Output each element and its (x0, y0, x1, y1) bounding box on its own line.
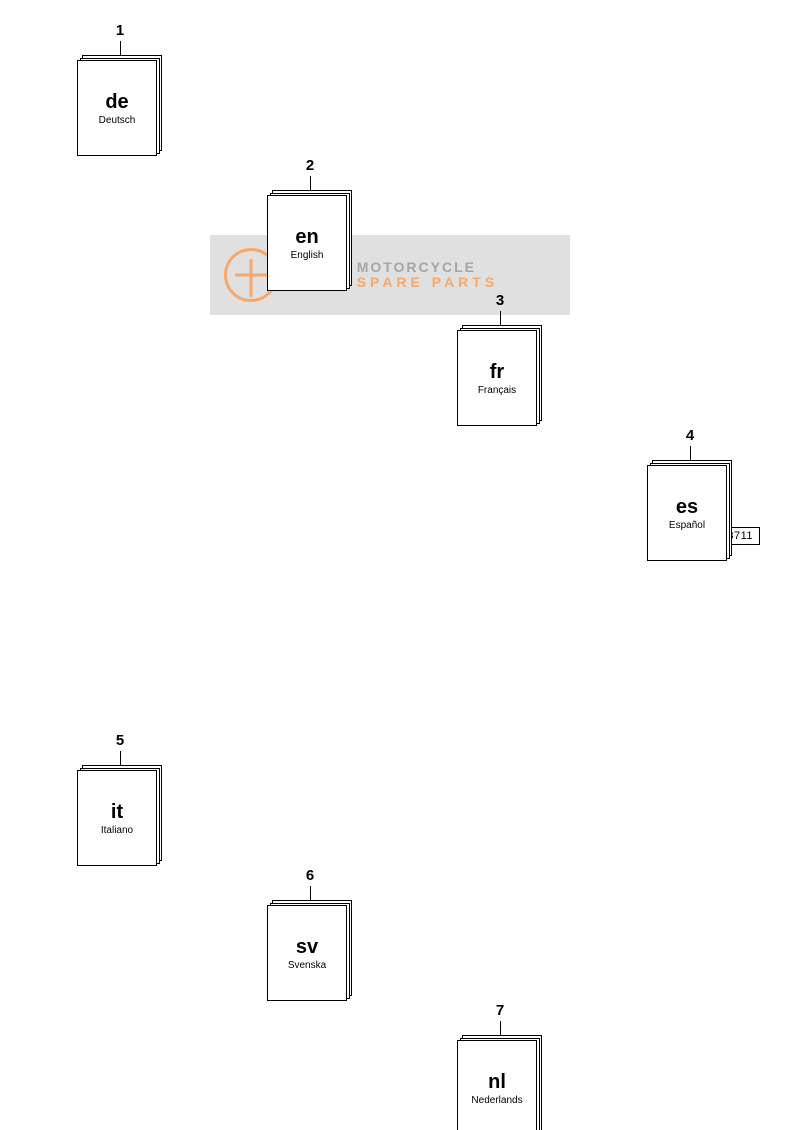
item-number: 4 (630, 427, 750, 444)
language-name: Italiano (101, 825, 133, 836)
book-front: es Español (647, 465, 727, 561)
language-code: es (676, 496, 698, 518)
book-icon: de Deutsch (77, 55, 163, 157)
item-number: 3 (440, 292, 560, 309)
leader-line (500, 311, 501, 325)
book-icon: sv Svenska (267, 900, 353, 1002)
book-icon: es Español (647, 460, 733, 562)
leader-line (120, 41, 121, 55)
item-number: 6 (250, 867, 370, 884)
leader-line (310, 886, 311, 900)
book-front: en English (267, 195, 347, 291)
language-code: it (111, 801, 123, 823)
watermark-line2: SPARE PARTS (357, 275, 499, 290)
item-number: 1 (60, 22, 180, 39)
item-number: 5 (60, 732, 180, 749)
leader-line (690, 446, 691, 460)
book-front: it Italiano (77, 770, 157, 866)
language-name: Español (669, 520, 705, 531)
book-front: fr Français (457, 330, 537, 426)
language-name: Français (478, 385, 516, 396)
item-number: 2 (250, 157, 370, 174)
book-icon: en English (267, 190, 353, 292)
item-number: 7 (440, 1002, 560, 1019)
language-code: de (105, 91, 128, 113)
language-code: en (295, 226, 318, 248)
book-front: nl Nederlands (457, 1040, 537, 1130)
language-code: nl (488, 1071, 506, 1093)
diagram-item: 4 es Español (630, 427, 750, 562)
language-code: fr (490, 361, 504, 383)
diagram-item: 2 en English (250, 157, 370, 292)
leader-line (500, 1021, 501, 1035)
diagram-item: 6 sv Svenska (250, 867, 370, 1002)
language-name: English (291, 250, 324, 261)
diagram-item: 5 it Italiano (60, 732, 180, 867)
diagram-item: 7 nl Nederlands (440, 1002, 560, 1130)
diagram-item: 1 de Deutsch (60, 22, 180, 157)
book-icon: it Italiano (77, 765, 163, 867)
book-icon: nl Nederlands (457, 1035, 543, 1130)
book-front: de Deutsch (77, 60, 157, 156)
language-name: Svenska (288, 960, 326, 971)
watermark-line1: MOTORCYCLE (357, 260, 499, 275)
leader-line (120, 751, 121, 765)
watermark-tagline: MOTORCYCLE SPARE PARTS (357, 260, 499, 291)
book-front: sv Svenska (267, 905, 347, 1001)
language-name: Nederlands (471, 1095, 522, 1106)
book-icon: fr Français (457, 325, 543, 427)
diagram-item: 3 fr Français (440, 292, 560, 427)
leader-line (310, 176, 311, 190)
language-code: sv (296, 936, 318, 958)
language-name: Deutsch (99, 115, 136, 126)
